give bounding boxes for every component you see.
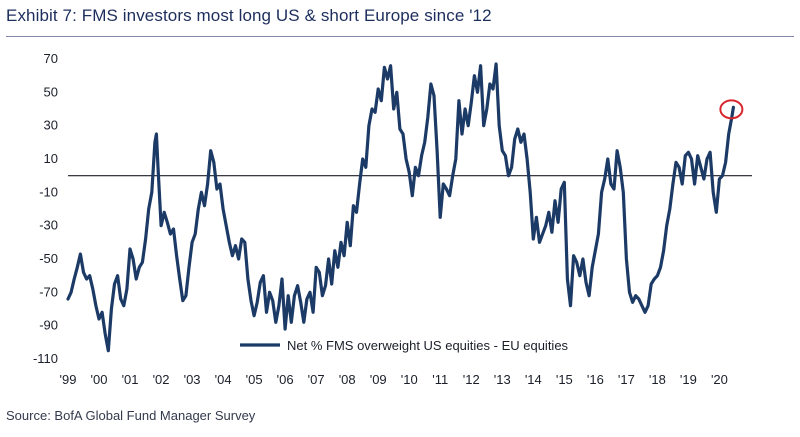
x-tick-label: '99 — [60, 372, 77, 387]
x-tick-label: '11 — [432, 372, 448, 387]
y-tick-label: 10 — [44, 151, 58, 166]
x-tick-label: '15 — [556, 372, 573, 387]
title-divider — [6, 36, 794, 37]
series-line — [66, 62, 735, 353]
x-tick-label: '07 — [308, 372, 325, 387]
x-tick-label: '13 — [494, 372, 511, 387]
chart-title: Exhibit 7: FMS investors most long US & … — [6, 6, 492, 25]
x-tick-label: '09 — [370, 372, 387, 387]
y-tick-label: -70 — [39, 284, 58, 299]
x-tick-label: '20 — [711, 372, 728, 387]
legend-label: Net % FMS overweight US equities - EU eq… — [287, 338, 569, 353]
legend: Net % FMS overweight US equities - EU eq… — [240, 338, 569, 353]
x-axis: '99 '00 '01 '02 '03 '04 '05 '06 '07 '08 '09 '10 '11 '… — [60, 372, 728, 387]
x-tick-label: '18 — [649, 372, 666, 387]
y-axis: 70 50 30 10 -10 -30 -50 -70 -90 -110 — [33, 51, 58, 366]
x-tick-label: '04 — [215, 372, 232, 387]
y-tick-label: 70 — [44, 51, 58, 66]
x-tick-label: '02 — [153, 372, 170, 387]
x-tick-label: '10 — [401, 372, 418, 387]
y-tick-label: -90 — [39, 318, 58, 333]
x-tick-label: '19 — [680, 372, 697, 387]
x-tick-label: '12 — [463, 372, 480, 387]
x-tick-label: '14 — [525, 372, 542, 387]
x-tick-label: '17 — [618, 372, 635, 387]
x-tick-label: '06 — [277, 372, 294, 387]
y-tick-label: -110 — [33, 351, 58, 366]
x-tick-label: '00 — [91, 372, 108, 387]
y-tick-label: -10 — [39, 184, 58, 199]
x-tick-label: '05 — [246, 372, 263, 387]
source-note: Source: BofA Global Fund Manager Survey — [6, 408, 256, 423]
x-tick-label: '16 — [587, 372, 604, 387]
y-tick-label: -30 — [39, 218, 58, 233]
y-tick-label: -50 — [39, 251, 58, 266]
y-tick-label: 30 — [44, 118, 58, 133]
x-tick-label: '01 — [122, 372, 139, 387]
x-tick-label: '08 — [339, 372, 356, 387]
latest-point-highlight-circle — [719, 99, 744, 120]
y-tick-label: 50 — [44, 84, 58, 99]
x-tick-label: '03 — [184, 372, 201, 387]
